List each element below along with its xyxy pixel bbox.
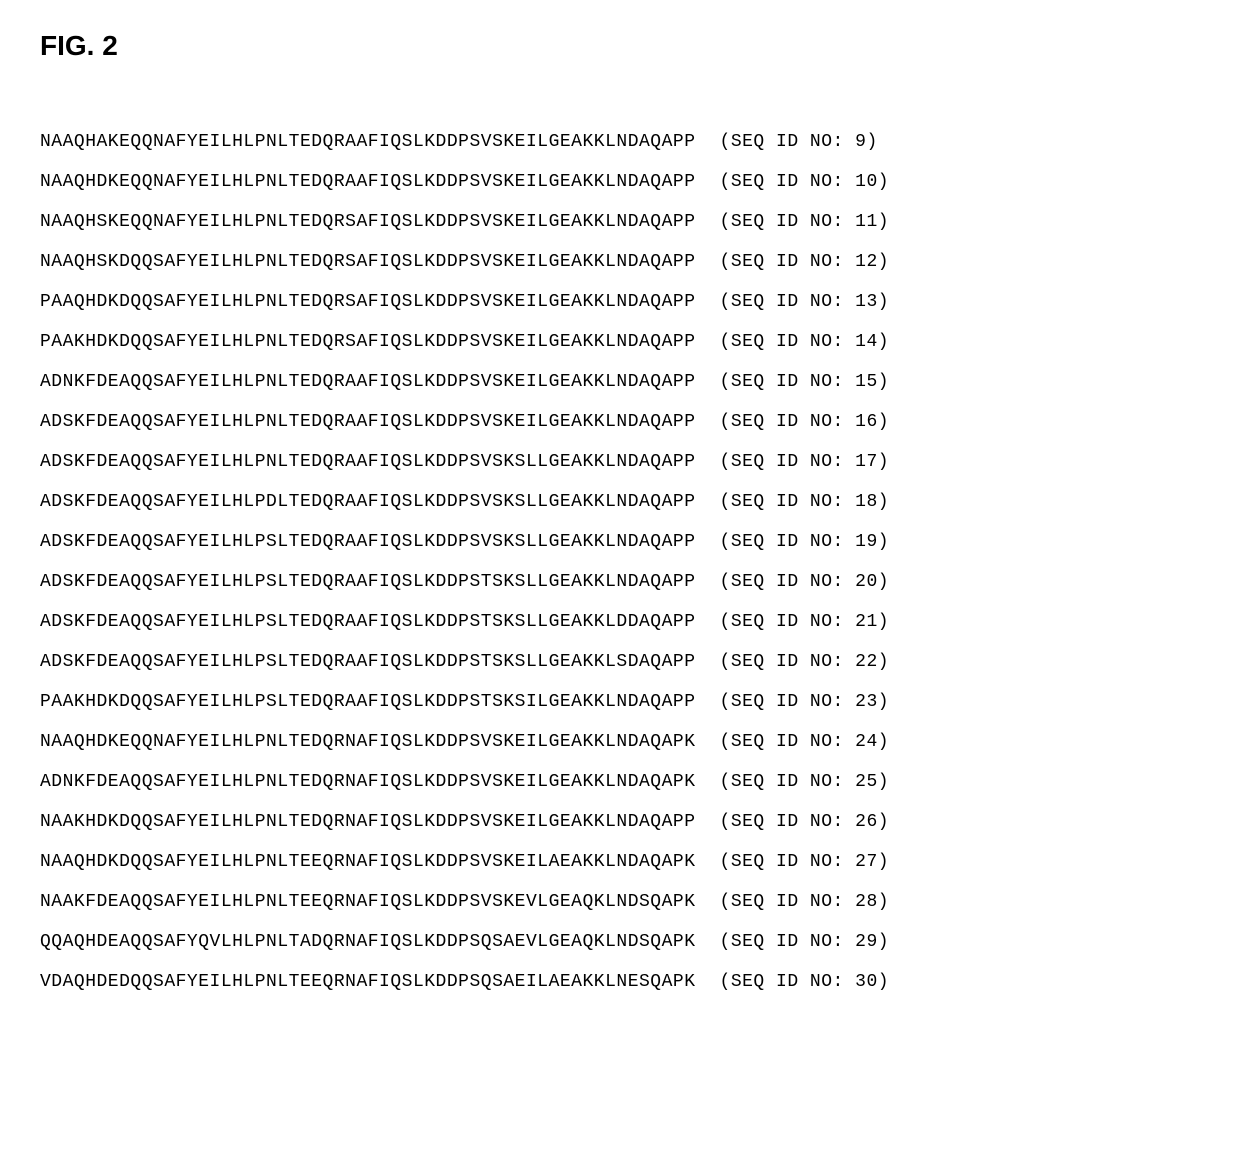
sequence-id: (SEQ ID NO: 17) <box>720 452 890 472</box>
sequence-text: PAAQHDKDQQSAFYEILHLPNLTEDQRSAFIQSLKDDPSV… <box>40 292 696 312</box>
sequence-row: NAAQHDKEQQNAFYEILHLPNLTEDQRAAFIQSLKDDPSV… <box>40 172 1200 192</box>
sequence-row: NAAQHAKEQQNAFYEILHLPNLTEDQRAAFIQSLKDDPSV… <box>40 132 1200 152</box>
sequence-text: NAAKFDEAQQSAFYEILHLPNLTEEQRNAFIQSLKDDPSV… <box>40 892 696 912</box>
sequence-text: ADSKFDEAQQSAFYEILHLPNLTEDQRAAFIQSLKDDPSV… <box>40 452 696 472</box>
sequence-row: NAAQHSKEQQNAFYEILHLPNLTEDQRSAFIQSLKDDPSV… <box>40 212 1200 232</box>
sequence-id: (SEQ ID NO: 15) <box>720 372 890 392</box>
sequence-id: (SEQ ID NO: 16) <box>720 412 890 432</box>
sequence-text: NAAQHSKEQQNAFYEILHLPNLTEDQRSAFIQSLKDDPSV… <box>40 212 696 232</box>
sequence-id: (SEQ ID NO: 20) <box>720 572 890 592</box>
sequence-id: (SEQ ID NO: 9) <box>720 132 878 152</box>
sequence-id: (SEQ ID NO: 28) <box>720 892 890 912</box>
sequence-row: ADSKFDEAQQSAFYEILHLPSLTEDQRAAFIQSLKDDPSV… <box>40 532 1200 552</box>
sequence-row: NAAQHDKDQQSAFYEILHLPNLTEEQRNAFIQSLKDDPSV… <box>40 852 1200 872</box>
sequence-row: ADNKFDEAQQSAFYEILHLPNLTEDQRAAFIQSLKDDPSV… <box>40 372 1200 392</box>
sequence-id: (SEQ ID NO: 11) <box>720 212 890 232</box>
sequence-row: ADSKFDEAQQSAFYEILHLPDLTEDQRAAFIQSLKDDPSV… <box>40 492 1200 512</box>
sequence-row: PAAQHDKDQQSAFYEILHLPNLTEDQRSAFIQSLKDDPSV… <box>40 292 1200 312</box>
sequence-text: ADSKFDEAQQSAFYEILHLPSLTEDQRAAFIQSLKDDPST… <box>40 652 696 672</box>
sequence-text: PAAKHDKDQQSAFYEILHLPSLTEDQRAAFIQSLKDDPST… <box>40 692 696 712</box>
sequence-id: (SEQ ID NO: 13) <box>720 292 890 312</box>
sequence-text: VDAQHDEDQQSAFYEILHLPNLTEEQRNAFIQSLKDDPSQ… <box>40 972 696 992</box>
sequence-id: (SEQ ID NO: 24) <box>720 732 890 752</box>
sequence-row: QQAQHDEAQQSAFYQVLHLPNLTADQRNAFIQSLKDDPSQ… <box>40 932 1200 952</box>
sequence-id: (SEQ ID NO: 10) <box>720 172 890 192</box>
sequence-row: ADNKFDEAQQSAFYEILHLPNLTEDQRNAFIQSLKDDPSV… <box>40 772 1200 792</box>
sequence-row: PAAKHDKDQQSAFYEILHLPSLTEDQRAAFIQSLKDDPST… <box>40 692 1200 712</box>
sequence-text: ADSKFDEAQQSAFYEILHLPSLTEDQRAAFIQSLKDDPSV… <box>40 532 696 552</box>
sequence-row: NAAKFDEAQQSAFYEILHLPNLTEEQRNAFIQSLKDDPSV… <box>40 892 1200 912</box>
sequence-id: (SEQ ID NO: 12) <box>720 252 890 272</box>
sequence-row: NAAQHDKEQQNAFYEILHLPNLTEDQRNAFIQSLKDDPSV… <box>40 732 1200 752</box>
sequence-text: NAAQHSKDQQSAFYEILHLPNLTEDQRSAFIQSLKDDPSV… <box>40 252 696 272</box>
sequence-row: NAAKHDKDQQSAFYEILHLPNLTEDQRNAFIQSLKDDPSV… <box>40 812 1200 832</box>
sequence-id: (SEQ ID NO: 23) <box>720 692 890 712</box>
sequence-id: (SEQ ID NO: 21) <box>720 612 890 632</box>
sequence-text: ADNKFDEAQQSAFYEILHLPNLTEDQRAAFIQSLKDDPSV… <box>40 372 696 392</box>
sequence-row: VDAQHDEDQQSAFYEILHLPNLTEEQRNAFIQSLKDDPSQ… <box>40 972 1200 992</box>
sequence-text: QQAQHDEAQQSAFYQVLHLPNLTADQRNAFIQSLKDDPSQ… <box>40 932 696 952</box>
sequence-list: NAAQHAKEQQNAFYEILHLPNLTEDQRAAFIQSLKDDPSV… <box>40 132 1200 992</box>
sequence-text: NAAQHDKEQQNAFYEILHLPNLTEDQRNAFIQSLKDDPSV… <box>40 732 696 752</box>
sequence-row: ADSKFDEAQQSAFYEILHLPNLTEDQRAAFIQSLKDDPSV… <box>40 412 1200 432</box>
sequence-text: ADSKFDEAQQSAFYEILHLPNLTEDQRAAFIQSLKDDPSV… <box>40 412 696 432</box>
sequence-id: (SEQ ID NO: 26) <box>720 812 890 832</box>
sequence-text: ADSKFDEAQQSAFYEILHLPSLTEDQRAAFIQSLKDDPST… <box>40 572 696 592</box>
sequence-text: NAAQHDKDQQSAFYEILHLPNLTEEQRNAFIQSLKDDPSV… <box>40 852 696 872</box>
sequence-id: (SEQ ID NO: 29) <box>720 932 890 952</box>
sequence-text: ADNKFDEAQQSAFYEILHLPNLTEDQRNAFIQSLKDDPSV… <box>40 772 696 792</box>
sequence-row: PAAKHDKDQQSAFYEILHLPNLTEDQRSAFIQSLKDDPSV… <box>40 332 1200 352</box>
sequence-id: (SEQ ID NO: 19) <box>720 532 890 552</box>
figure-title: FIG. 2 <box>40 30 1200 62</box>
sequence-text: PAAKHDKDQQSAFYEILHLPNLTEDQRSAFIQSLKDDPSV… <box>40 332 696 352</box>
sequence-text: ADSKFDEAQQSAFYEILHLPDLTEDQRAAFIQSLKDDPSV… <box>40 492 696 512</box>
sequence-row: ADSKFDEAQQSAFYEILHLPNLTEDQRAAFIQSLKDDPSV… <box>40 452 1200 472</box>
sequence-row: ADSKFDEAQQSAFYEILHLPSLTEDQRAAFIQSLKDDPST… <box>40 612 1200 632</box>
sequence-text: NAAQHAKEQQNAFYEILHLPNLTEDQRAAFIQSLKDDPSV… <box>40 132 696 152</box>
sequence-text: NAAQHDKEQQNAFYEILHLPNLTEDQRAAFIQSLKDDPSV… <box>40 172 696 192</box>
sequence-id: (SEQ ID NO: 18) <box>720 492 890 512</box>
sequence-id: (SEQ ID NO: 30) <box>720 972 890 992</box>
sequence-text: NAAKHDKDQQSAFYEILHLPNLTEDQRNAFIQSLKDDPSV… <box>40 812 696 832</box>
sequence-row: ADSKFDEAQQSAFYEILHLPSLTEDQRAAFIQSLKDDPST… <box>40 572 1200 592</box>
sequence-id: (SEQ ID NO: 22) <box>720 652 890 672</box>
sequence-row: ADSKFDEAQQSAFYEILHLPSLTEDQRAAFIQSLKDDPST… <box>40 652 1200 672</box>
sequence-text: ADSKFDEAQQSAFYEILHLPSLTEDQRAAFIQSLKDDPST… <box>40 612 696 632</box>
sequence-id: (SEQ ID NO: 14) <box>720 332 890 352</box>
sequence-id: (SEQ ID NO: 25) <box>720 772 890 792</box>
sequence-id: (SEQ ID NO: 27) <box>720 852 890 872</box>
sequence-row: NAAQHSKDQQSAFYEILHLPNLTEDQRSAFIQSLKDDPSV… <box>40 252 1200 272</box>
